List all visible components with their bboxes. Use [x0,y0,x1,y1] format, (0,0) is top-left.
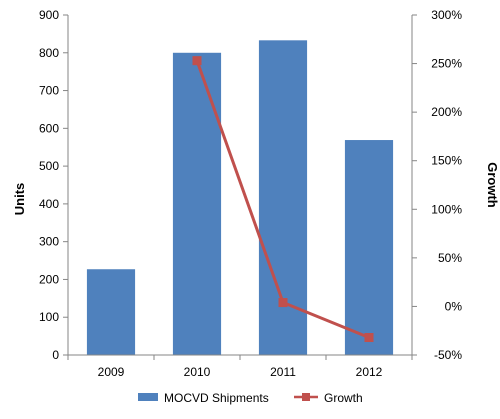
y-tick-label-100: 100 [39,310,59,324]
y-tick-label-700: 700 [39,84,59,98]
x-tick-label-2012: 2012 [356,365,383,379]
plot-area [86,40,394,356]
y2-tick-label-200pct: 200% [431,105,462,119]
legend: MOCVD Shipments Growth [138,391,363,405]
legend-swatch-mocvd-shipments [138,393,158,401]
legend-label-growth: Growth [324,391,363,405]
growth-point-2010 [192,56,202,66]
y2-tick-label-100pct: 100% [431,202,462,216]
y-tick-label-300: 300 [39,235,59,249]
y-tick-label-400: 400 [39,197,59,211]
axes: 0 100 200 300 400 500 600 700 800 900 -50% 0% 50% 100… [39,8,462,379]
growth-point-2012 [364,333,374,343]
legend-marker-growth [302,393,310,401]
y2-axis-label: Growth [485,162,500,208]
bar-2010 [172,52,222,355]
y2-tick-label-300pct: 300% [431,8,462,22]
x-tick-label-2011: 2011 [270,365,296,379]
y2-tick-label-250pct: 250% [431,57,462,71]
x-tick-label-2010: 2010 [184,365,211,379]
y2-tick-label-minus50pct: -50% [434,348,462,362]
y-tick-label-0: 0 [52,348,59,362]
y2-tick-label-150pct: 150% [431,154,462,168]
y-tick-label-600: 600 [39,121,59,135]
y-tick-label-500: 500 [39,159,59,173]
y2-tick-label-0pct: 0% [445,299,463,313]
y-axis-label: Units [12,183,27,216]
x-tick-label-2009: 2009 [98,365,125,379]
legend-label-mocvd-shipments: MOCVD Shipments [164,391,269,405]
y2-tick-label-50pct: 50% [438,251,462,265]
growth-point-2011 [278,298,288,308]
y-tick-label-900: 900 [39,8,59,22]
y-tick-label-200: 200 [39,272,59,286]
y-tick-label-800: 800 [39,46,59,60]
bar-2009 [86,269,136,355]
bar-2012 [344,140,394,355]
